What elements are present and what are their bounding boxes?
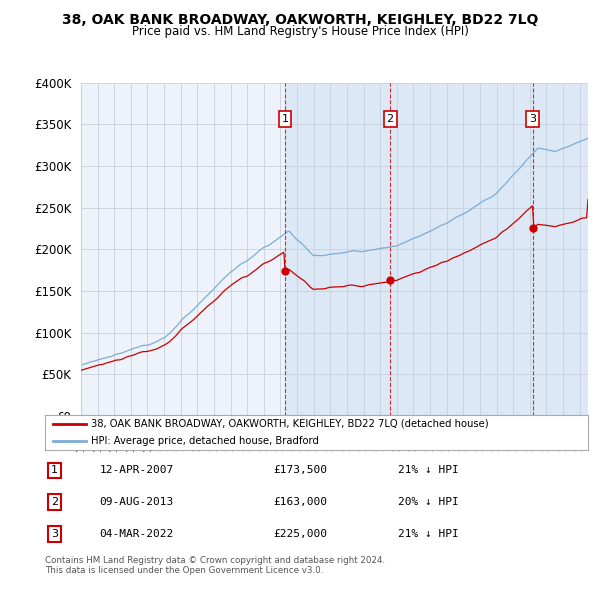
Text: £163,000: £163,000: [273, 497, 327, 507]
Text: HPI: Average price, detached house, Bradford: HPI: Average price, detached house, Brad…: [91, 436, 319, 446]
Text: 21% ↓ HPI: 21% ↓ HPI: [398, 529, 459, 539]
Bar: [285, 83, 390, 416]
Text: 04-MAR-2022: 04-MAR-2022: [100, 529, 173, 539]
Text: Price paid vs. HM Land Registry's House Price Index (HPI): Price paid vs. HM Land Registry's House …: [131, 25, 469, 38]
Text: 1: 1: [51, 466, 58, 476]
Text: 2: 2: [386, 114, 394, 124]
Text: 2: 2: [51, 497, 58, 507]
Text: 12-APR-2007: 12-APR-2007: [100, 466, 173, 476]
Bar: [390, 83, 533, 416]
Text: £225,000: £225,000: [273, 529, 327, 539]
Text: 09-AUG-2013: 09-AUG-2013: [100, 497, 173, 507]
Text: 3: 3: [51, 529, 58, 539]
Text: 20% ↓ HPI: 20% ↓ HPI: [398, 497, 459, 507]
Text: Contains HM Land Registry data © Crown copyright and database right 2024.
This d: Contains HM Land Registry data © Crown c…: [45, 556, 385, 575]
Text: 38, OAK BANK BROADWAY, OAKWORTH, KEIGHLEY, BD22 7LQ (detached house): 38, OAK BANK BROADWAY, OAKWORTH, KEIGHLE…: [91, 419, 489, 429]
Text: 21% ↓ HPI: 21% ↓ HPI: [398, 466, 459, 476]
Bar: [533, 83, 588, 416]
Text: 1: 1: [281, 114, 289, 124]
Text: 38, OAK BANK BROADWAY, OAKWORTH, KEIGHLEY, BD22 7LQ: 38, OAK BANK BROADWAY, OAKWORTH, KEIGHLE…: [62, 13, 538, 27]
Text: £173,500: £173,500: [273, 466, 327, 476]
Text: 3: 3: [529, 114, 536, 124]
